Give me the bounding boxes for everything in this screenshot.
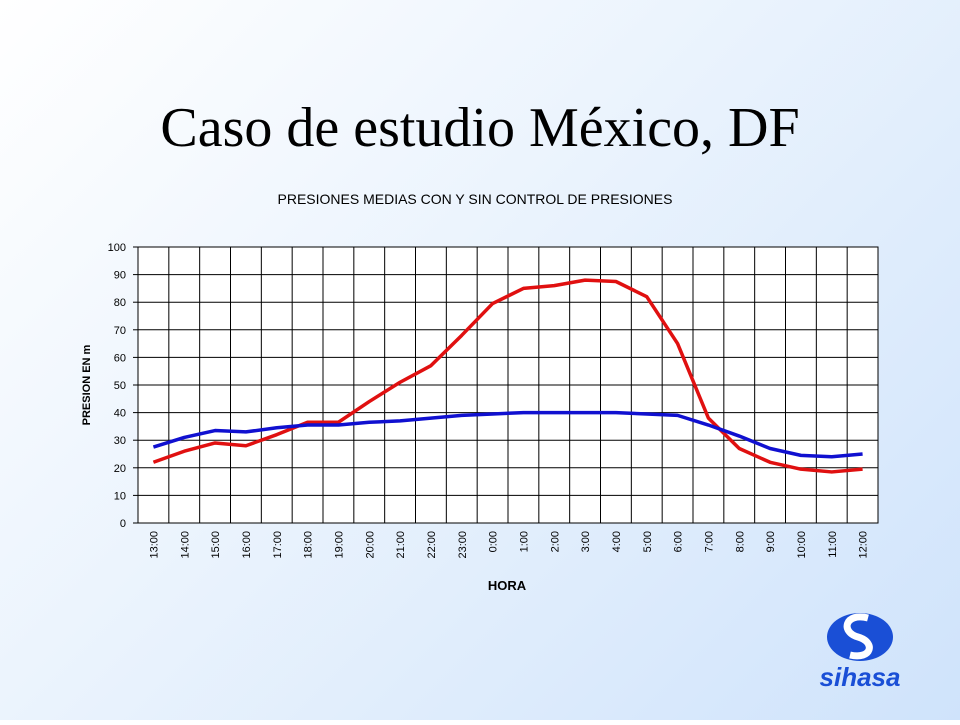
x-tick-label: 21:00 (395, 531, 407, 559)
y-tick-label: 50 (114, 380, 126, 392)
x-tick-label: 10:00 (796, 531, 808, 559)
x-tick-label: 0:00 (488, 531, 500, 552)
x-tick-label: 11:00 (827, 531, 839, 558)
y-tick-label: 20 (114, 463, 126, 475)
x-tick-label: 16:00 (241, 531, 253, 559)
x-tick-label: 23:00 (457, 531, 469, 559)
x-tick-label: 18:00 (303, 531, 315, 559)
x-tick-label: 6:00 (673, 531, 685, 552)
x-tick-label: 7:00 (703, 531, 715, 552)
chart-title: PRESIONES MEDIAS CON Y SIN CONTROL DE PR… (278, 191, 673, 207)
y-tick-label: 10 (114, 490, 126, 502)
x-tick-label: 17:00 (272, 531, 284, 559)
y-tick-label: 80 (114, 297, 126, 309)
logo: sihasa (820, 613, 901, 692)
x-tick-label: 15:00 (210, 531, 222, 559)
y-tick-label: 40 (114, 408, 126, 420)
x-axis-label: HORA (488, 578, 527, 593)
y-tick-label: 90 (114, 270, 126, 282)
x-tick-label: 9:00 (765, 531, 777, 552)
x-tick-label: 1:00 (518, 531, 530, 552)
logo-text: sihasa (820, 662, 901, 692)
x-tick-label: 5:00 (642, 531, 654, 552)
y-tick-label: 0 (120, 518, 126, 530)
x-tick-label: 3:00 (580, 531, 592, 552)
y-axis-label: PRESION EN m (81, 344, 93, 425)
x-tick-label: 14:00 (179, 531, 191, 559)
x-tick-label: 22:00 (426, 531, 438, 559)
x-tick-label: 19:00 (333, 531, 345, 559)
y-tick-label: 30 (114, 435, 126, 447)
series-line (152, 278, 863, 474)
logo-swoosh (843, 613, 873, 660)
y-tick-label: 60 (114, 352, 126, 364)
series-line (152, 410, 863, 459)
x-tick-label: 8:00 (734, 531, 746, 552)
x-tick-label: 20:00 (364, 531, 376, 559)
slide-title: Caso de estudio México, DF (160, 97, 799, 159)
y-tick-label: 70 (114, 325, 126, 337)
x-tick-label: 13:00 (148, 531, 160, 559)
x-tick-label: 4:00 (611, 531, 623, 552)
x-tick-label: 2:00 (549, 531, 561, 552)
x-tick-label: 12:00 (858, 531, 870, 559)
y-tick-label: 100 (108, 242, 126, 254)
